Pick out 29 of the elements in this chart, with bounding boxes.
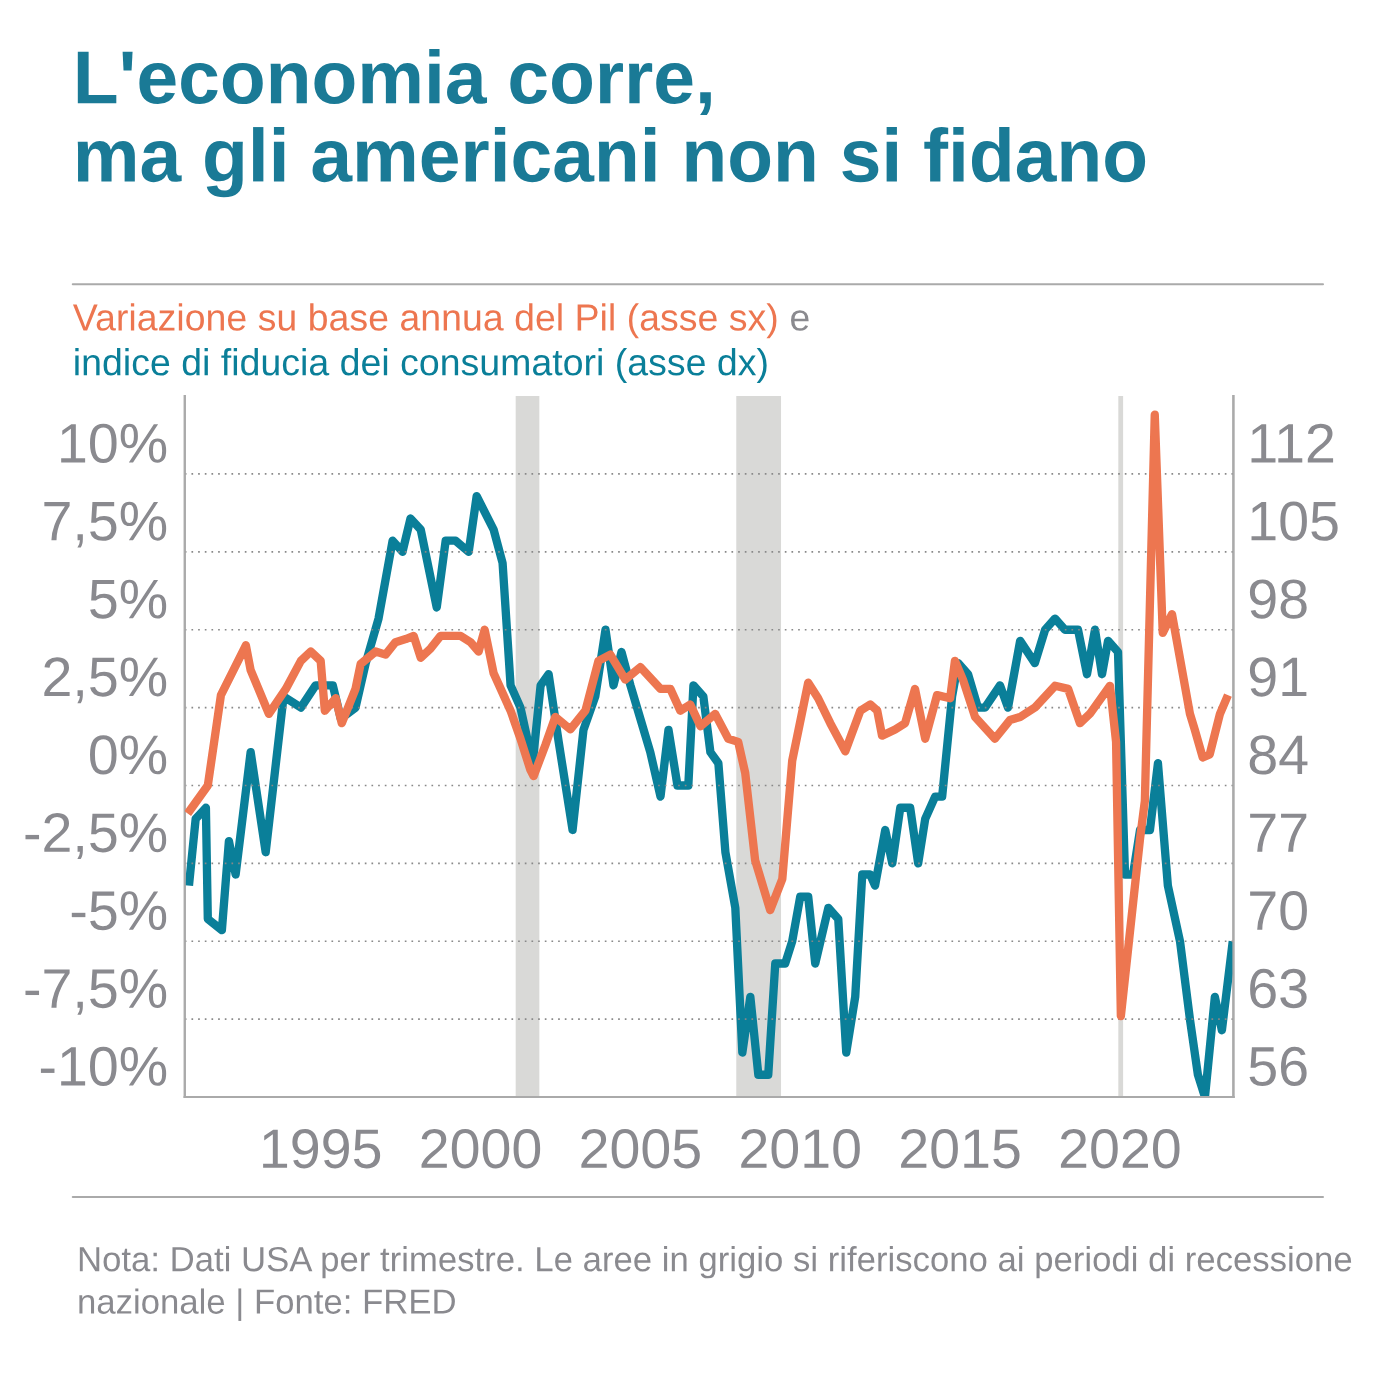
y-tick-label: 7,5%: [44, 501, 167, 548]
text: Nota: Dati USA per trimestre. Le aree in grigio si riferiscono ai periodi di recessione nazionale | Fonte: FRED: [79, 1246, 1352, 1321]
y-tick-label: 5%: [90, 579, 167, 619]
y2-tick-label: 70: [1250, 890, 1307, 931]
y2-tick-label: 63: [1250, 968, 1307, 1009]
x-tick-label: 2020: [1060, 1129, 1180, 1169]
y2-tick-label: 98: [1249, 579, 1307, 619]
y-tick-label: 2,5%: [44, 657, 167, 704]
x-tick-label: 2005: [581, 1129, 700, 1169]
y2-tick-label: 77: [1250, 813, 1307, 852]
text: Variazione su base annua del Pil (asse sx): [72, 303, 777, 339]
y2-tick-label: 56: [1249, 1046, 1307, 1087]
x-tick-label: 2015: [901, 1129, 1020, 1169]
y2-tick-label: 112: [1251, 423, 1334, 463]
y-tick-label: 0%: [90, 735, 167, 775]
text: indice di fiducia dei consumatori (asse dx): [75, 348, 767, 383]
y-tick-label: -2,5%: [25, 813, 167, 859]
x-tick-label: 2010: [741, 1129, 860, 1169]
y2-tick-label: 91: [1249, 657, 1307, 697]
chart-title: L'economia corre, ma gli americani non si fidano: [77, 49, 1146, 198]
x-tick-label: 2000: [421, 1129, 541, 1169]
y2-tick-label: 84: [1249, 735, 1308, 775]
chart-subtitle: e: [791, 310, 809, 331]
y-tick-label: -7,5%: [25, 969, 167, 1015]
y2-tick-label: 105: [1251, 501, 1338, 541]
y-tick-label: -5%: [71, 891, 167, 931]
y-tick-label: 10%: [61, 423, 167, 463]
x-tick-label: 1995: [263, 1129, 381, 1169]
y-tick-label: -10%: [40, 1046, 167, 1087]
